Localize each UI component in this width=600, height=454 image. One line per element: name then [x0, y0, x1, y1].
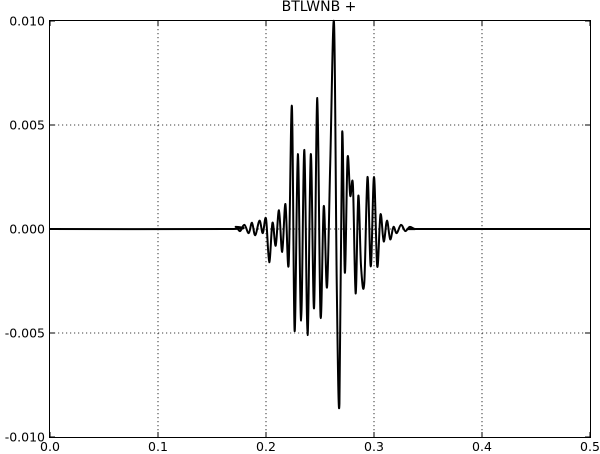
y-tick-label: 0.000 — [9, 222, 45, 237]
series-line — [49, 19, 590, 410]
y-tick-label: 0.010 — [9, 14, 45, 29]
y-tick-label: 0.005 — [9, 118, 45, 133]
plot-frame — [49, 20, 591, 438]
ticks: 0.0 0.1 0.2 0.3 0.4 0.5 0.010 0.005 0.000 -0.005 -… — [5, 14, 600, 454]
x-tick-label: 0.5 — [580, 439, 600, 454]
x-tick-label: 0.1 — [148, 439, 168, 454]
x-tick-label: 0.2 — [256, 439, 276, 454]
series-layer — [49, 19, 590, 410]
y-tick-label: -0.010 — [5, 430, 45, 445]
x-tick-label: 0.3 — [364, 439, 384, 454]
x-tick-label: 0.4 — [472, 439, 492, 454]
y-tick-label: -0.005 — [5, 326, 45, 341]
x-tick-label: 0.0 — [40, 439, 60, 454]
chart-title: BTLWNB + — [282, 0, 357, 15]
